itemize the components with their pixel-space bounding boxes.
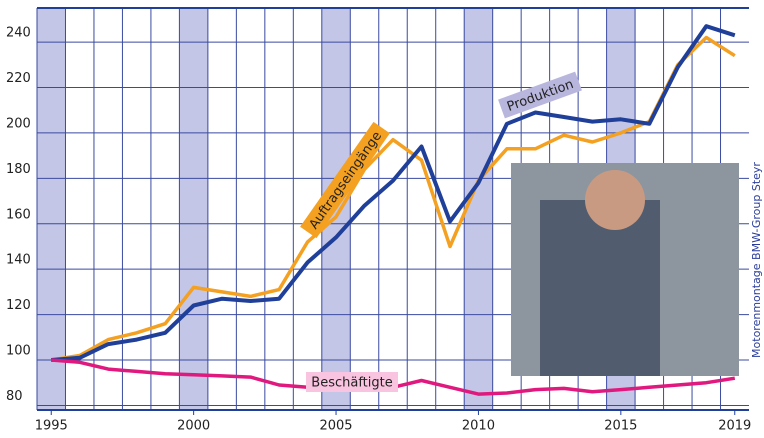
y-tick-label: 220	[6, 71, 31, 86]
x-tick-label: 2015	[604, 419, 637, 434]
y-tick-label: 140	[6, 253, 31, 268]
highlight-band	[464, 8, 493, 410]
credit: Motorenmontage BMW-Group Steyr	[750, 162, 763, 358]
series-label: Beschäftigte	[306, 372, 398, 392]
x-tick-label: 2019	[718, 419, 751, 434]
series-label-text: Beschäftigte	[311, 376, 392, 391]
y-tick-label: 200	[6, 116, 31, 131]
x-tick-label: 2005	[319, 419, 352, 434]
series-label-bg	[498, 71, 582, 119]
y-tick-label: 120	[6, 298, 31, 313]
y-tick-label: 100	[6, 344, 31, 359]
y-tick-label: 80	[6, 389, 23, 404]
y-tick-label: 240	[6, 26, 31, 41]
photo-face	[585, 170, 645, 230]
series-line	[51, 24, 736, 362]
x-tick-label: 2000	[177, 419, 210, 434]
highlight-band	[179, 8, 208, 410]
y-tick-label: 180	[6, 162, 31, 177]
x-tick-label: 1995	[35, 419, 68, 434]
series-label-bg	[300, 121, 390, 239]
series-line	[50, 35, 736, 362]
y-tick-label: 160	[6, 207, 31, 222]
x-tick-label: 2010	[462, 419, 495, 434]
photo-figure	[540, 200, 660, 376]
highlight-band	[37, 8, 66, 410]
series-label-bg	[306, 372, 398, 392]
